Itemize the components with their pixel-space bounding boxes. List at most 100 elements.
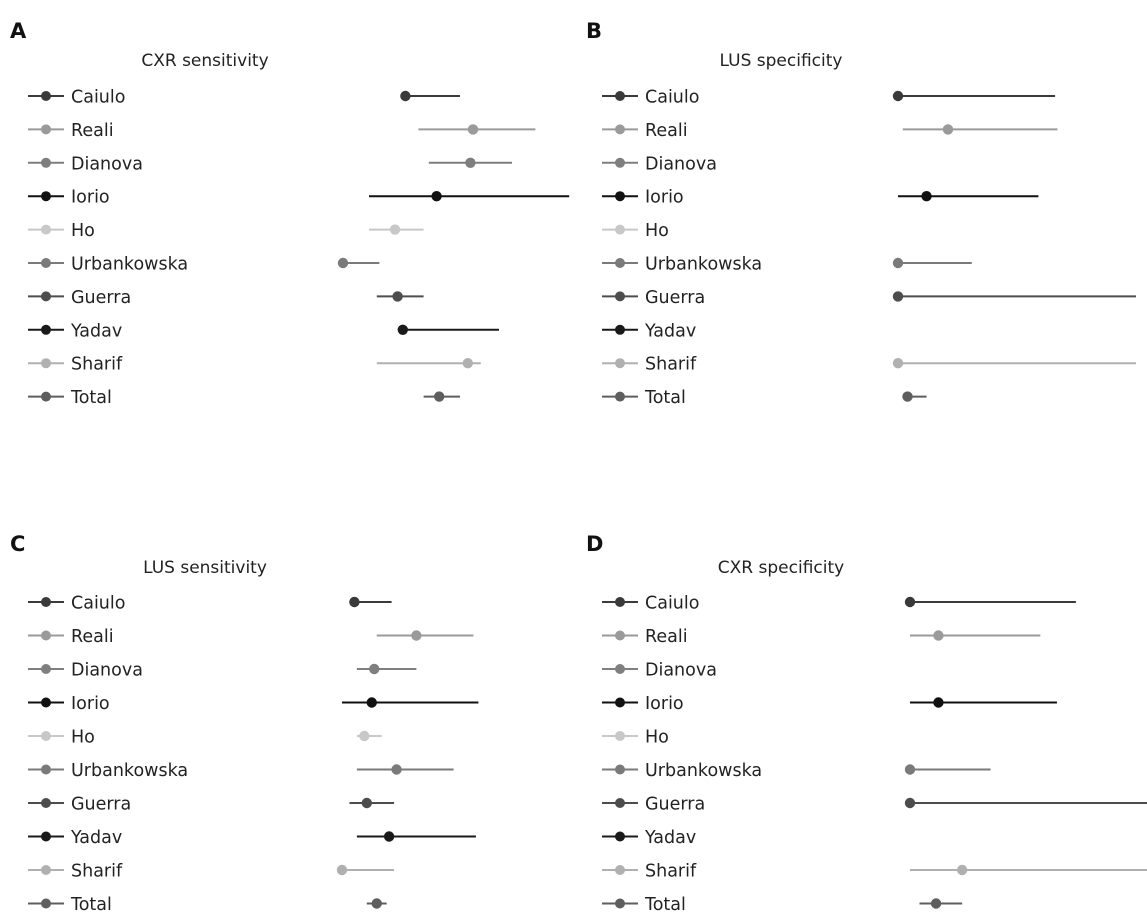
legend-key-marker-a-total (41, 391, 51, 402)
panel-letter-b: B (586, 19, 602, 43)
legend-label-c-urbankowska: Urbankowska (71, 761, 188, 781)
legend-key-marker-d-yadav (615, 831, 625, 842)
point-estimate-c-urbankowska (391, 764, 402, 775)
legend-label-d-ho: Ho (645, 728, 669, 748)
legend-key-marker-c-urbankowska (41, 764, 51, 775)
legend-key-marker-c-total (41, 898, 51, 909)
legend-key-marker-a-ho (41, 224, 51, 235)
legend-label-c-ho: Ho (71, 728, 95, 748)
legend-label-a-guerra: Guerra (71, 288, 131, 308)
point-estimate-c-caiulo (349, 596, 360, 608)
panel-title-c: LUS sensitivity (143, 558, 267, 578)
point-estimate-d-sharif (956, 864, 968, 876)
legend-label-c-total: Total (70, 895, 112, 913)
legend-label-a-sharif: Sharif (71, 355, 123, 375)
panel-letter-c: C (10, 532, 25, 556)
legend-label-b-total: Total (644, 388, 686, 408)
point-estimate-c-guerra (361, 797, 372, 809)
panel-title-a: CXR sensitivity (141, 51, 268, 71)
legend-label-c-reali: Reali (71, 627, 114, 647)
point-estimate-a-dianova (465, 157, 476, 168)
legend-label-b-caiulo: Caiulo (645, 88, 699, 108)
legend-key-marker-b-dianova (615, 157, 625, 168)
point-estimate-b-guerra (892, 291, 904, 302)
point-estimate-a-urbankowska (337, 257, 349, 269)
legend-key-marker-b-ho (615, 224, 625, 235)
legend-key-marker-c-sharif (41, 865, 51, 875)
point-estimate-d-urbankowska (904, 764, 916, 775)
point-estimate-a-iorio (431, 191, 442, 202)
legend-label-b-ho: Ho (645, 221, 669, 241)
panel-letter-d: D (586, 532, 603, 556)
legend-key-marker-b-urbankowska (615, 258, 625, 268)
legend-key-marker-c-reali (41, 630, 51, 641)
legend-key-marker-b-guerra (615, 291, 625, 302)
legend-key-marker-b-reali (615, 124, 625, 135)
legend-label-d-dianova: Dianova (645, 661, 717, 681)
legend-key-marker-c-dianova (41, 664, 51, 674)
legend-label-b-sharif: Sharif (645, 355, 697, 375)
point-estimate-c-total (371, 898, 382, 909)
legend-key-marker-b-sharif (615, 358, 625, 369)
legend-label-a-urbankowska: Urbankowska (71, 255, 188, 275)
point-estimate-a-guerra (392, 291, 403, 302)
point-estimate-d-total (930, 898, 942, 909)
point-estimate-c-yadav (383, 831, 395, 842)
point-estimate-c-dianova (369, 663, 380, 675)
point-estimate-b-total (902, 391, 913, 402)
point-estimate-b-iorio (921, 191, 932, 202)
legend-label-b-yadav: Yadav (644, 321, 696, 341)
legend-key-marker-d-ho (615, 731, 625, 741)
legend-label-c-yadav: Yadav (70, 828, 122, 848)
legend-key-marker-d-sharif (615, 865, 625, 875)
legend-label-d-guerra: Guerra (645, 795, 705, 815)
legend-key-marker-d-dianova (615, 664, 625, 674)
legend-label-d-urbankowska: Urbankowska (645, 761, 762, 781)
legend-key-marker-c-guerra (41, 798, 51, 808)
legend-label-c-sharif: Sharif (71, 862, 123, 882)
legend-key-marker-d-iorio (615, 697, 625, 708)
legend-label-d-reali: Reali (645, 627, 688, 647)
panel-title-d: CXR specificity (718, 558, 844, 578)
legend-label-d-iorio: Iorio (645, 694, 684, 714)
legend-key-marker-b-yadav (615, 324, 625, 335)
point-estimate-b-reali (942, 124, 954, 135)
legend-label-c-iorio: Iorio (71, 694, 110, 714)
legend-key-marker-c-iorio (41, 697, 51, 708)
legend-key-marker-d-urbankowska (615, 764, 625, 775)
legend-label-a-iorio: Iorio (71, 188, 110, 208)
point-estimate-d-iorio (933, 697, 944, 708)
point-estimate-b-caiulo (892, 90, 904, 102)
point-estimate-a-caiulo (400, 90, 411, 102)
legend-key-marker-c-ho (41, 731, 51, 741)
legend-key-marker-d-guerra (615, 798, 625, 808)
legend-label-a-ho: Ho (71, 221, 95, 241)
point-estimate-c-sharif (336, 864, 348, 876)
legend-key-marker-c-yadav (41, 831, 51, 842)
legend-label-d-yadav: Yadav (644, 828, 696, 848)
legend-key-marker-a-iorio (41, 191, 51, 202)
legend-key-marker-a-sharif (41, 358, 51, 369)
legend-key-marker-a-caiulo (41, 91, 51, 101)
panel-title-b: LUS specificity (720, 51, 843, 71)
legend-key-marker-b-caiulo (615, 91, 625, 101)
point-estimate-c-iorio (366, 697, 377, 708)
legend-key-marker-a-urbankowska (41, 258, 51, 268)
point-estimate-d-guerra (904, 797, 916, 809)
point-estimate-a-sharif (462, 358, 473, 369)
legend-label-a-yadav: Yadav (70, 321, 122, 341)
legend-label-b-dianova: Dianova (645, 154, 717, 174)
legend-key-marker-d-reali (615, 630, 625, 641)
legend-label-b-guerra: Guerra (645, 288, 705, 308)
point-estimate-a-reali (467, 124, 479, 135)
legend-key-marker-d-caiulo (615, 597, 625, 607)
legend-key-marker-c-caiulo (41, 597, 51, 607)
legend-key-marker-a-reali (41, 124, 51, 135)
legend-label-b-reali: Reali (645, 121, 688, 141)
legend-label-a-caiulo: Caiulo (71, 88, 125, 108)
point-estimate-b-sharif (892, 358, 904, 369)
legend-label-c-caiulo: Caiulo (71, 594, 125, 614)
point-estimate-a-ho (389, 224, 401, 235)
point-estimate-d-caiulo (904, 596, 916, 608)
legend-key-marker-a-guerra (41, 291, 51, 302)
